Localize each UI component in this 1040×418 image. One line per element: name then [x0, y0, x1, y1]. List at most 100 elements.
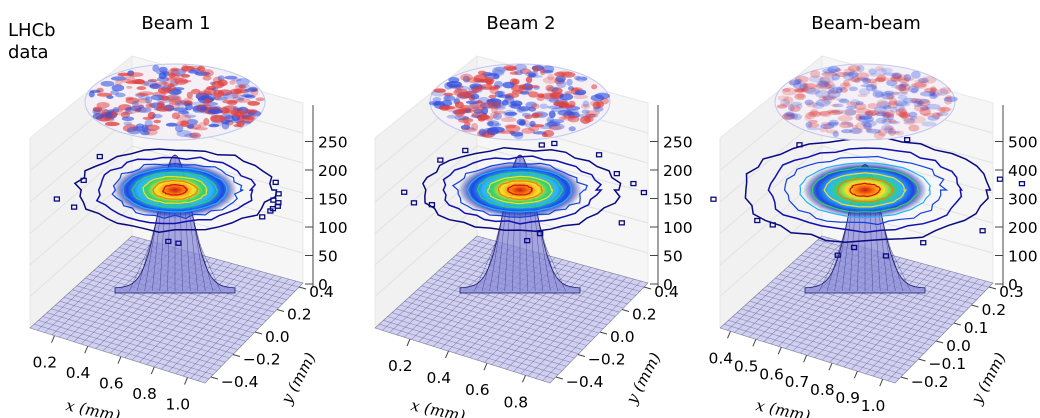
residual-cell	[886, 114, 894, 121]
residual-cell	[828, 88, 843, 94]
residual-cell	[801, 86, 817, 94]
residual-cell	[910, 87, 919, 94]
residual-cell	[937, 88, 949, 96]
x-tick-label: 0.4	[427, 369, 452, 387]
z-tick-label: 400	[1008, 162, 1038, 180]
residual-cell	[145, 103, 156, 109]
residual-cell	[796, 93, 805, 99]
residual-cell	[534, 112, 544, 117]
residual-cell	[828, 110, 843, 115]
residual-cell	[894, 130, 905, 136]
contour-island	[850, 244, 858, 251]
x-axis-label: x (mm)	[409, 396, 467, 418]
residual-cell	[810, 108, 819, 116]
contour-island	[437, 157, 444, 163]
residual-cell	[568, 126, 576, 132]
residual-cell	[454, 115, 469, 121]
residual-cell	[166, 94, 182, 103]
residual-cell	[808, 75, 824, 83]
residual-cell	[186, 91, 193, 99]
residual-cell	[111, 84, 125, 92]
residual-cell	[168, 72, 176, 78]
residual-cell	[889, 75, 903, 82]
residual-cell	[936, 107, 952, 112]
mesh-line	[894, 282, 994, 384]
residual-cell	[561, 115, 576, 121]
residual-cell	[210, 114, 225, 123]
residual-cell	[491, 102, 505, 108]
contour-island	[834, 252, 841, 258]
residual-cell	[900, 112, 909, 119]
residual-cell	[834, 71, 849, 77]
residual-cell	[121, 116, 135, 122]
mesh-line	[197, 280, 297, 381]
residual-cell	[460, 73, 473, 82]
x-tick-label: 0.8	[810, 381, 835, 399]
residual-cell	[892, 73, 902, 80]
residual-cell	[911, 82, 927, 88]
y-tick-mark	[577, 354, 586, 357]
residual-cell	[902, 97, 919, 104]
residual-cell	[234, 89, 246, 94]
residual-cell	[836, 86, 843, 94]
residual-cell	[867, 103, 878, 109]
residual-cell	[185, 103, 193, 111]
residual-cell	[794, 93, 806, 101]
residual-cell	[546, 105, 563, 109]
wall-gridline	[29, 205, 133, 297]
residual-cell	[873, 131, 885, 140]
residual-cell	[913, 79, 929, 84]
mesh-line	[204, 282, 304, 384]
residual-cell	[136, 86, 147, 91]
residual-cell	[849, 127, 863, 135]
x-tick-label: 0.6	[759, 365, 784, 383]
contour-island	[979, 228, 986, 234]
z-tick-label: 50	[663, 248, 683, 266]
residual-cell	[520, 90, 530, 95]
residual-cell	[454, 109, 465, 117]
residual-cell	[193, 127, 208, 131]
mesh-line	[880, 278, 979, 379]
residual-cell	[899, 83, 908, 88]
z-tick-label: 200	[318, 162, 348, 180]
residual-cell	[818, 110, 831, 116]
residual-cell	[528, 91, 539, 98]
residual-cell	[547, 73, 555, 81]
peak-wire	[481, 225, 501, 292]
z-tick-label: 300	[1008, 191, 1038, 209]
residual-cell	[815, 90, 831, 98]
residual-cell	[822, 68, 838, 74]
residual-cell	[860, 78, 869, 82]
y-tick-mark	[276, 309, 285, 312]
residual-cell	[888, 128, 896, 136]
residual-cell	[795, 88, 806, 93]
residual-cell	[874, 77, 886, 83]
x-tick-mark	[777, 347, 782, 355]
residual-cell	[876, 74, 887, 83]
residual-cell	[823, 124, 832, 130]
residual-cell	[805, 111, 816, 120]
residual-cell	[777, 95, 790, 101]
residual-cell	[462, 116, 470, 123]
residual-cell	[932, 91, 939, 99]
residual-cell	[197, 65, 206, 73]
contour-layer	[53, 148, 282, 246]
residual-cell	[827, 66, 841, 73]
contour-line	[476, 171, 564, 209]
residual-cell	[898, 111, 911, 119]
residual-cell	[793, 88, 805, 93]
residual-cell	[554, 71, 567, 77]
x-tick-label: 0.4	[709, 349, 734, 367]
residual-cell	[888, 120, 898, 124]
residual-cell	[165, 77, 177, 81]
residual-cell	[923, 112, 936, 117]
y-tick-mark	[298, 286, 307, 290]
residual-cell	[93, 107, 109, 116]
residual-cell	[158, 66, 168, 73]
contour-line	[442, 155, 603, 225]
residual-cell	[516, 118, 526, 126]
y-axis-label: y (mm)	[622, 350, 664, 408]
residual-cell	[847, 122, 854, 127]
residual-cell	[115, 79, 123, 86]
residual-cell	[213, 92, 222, 101]
